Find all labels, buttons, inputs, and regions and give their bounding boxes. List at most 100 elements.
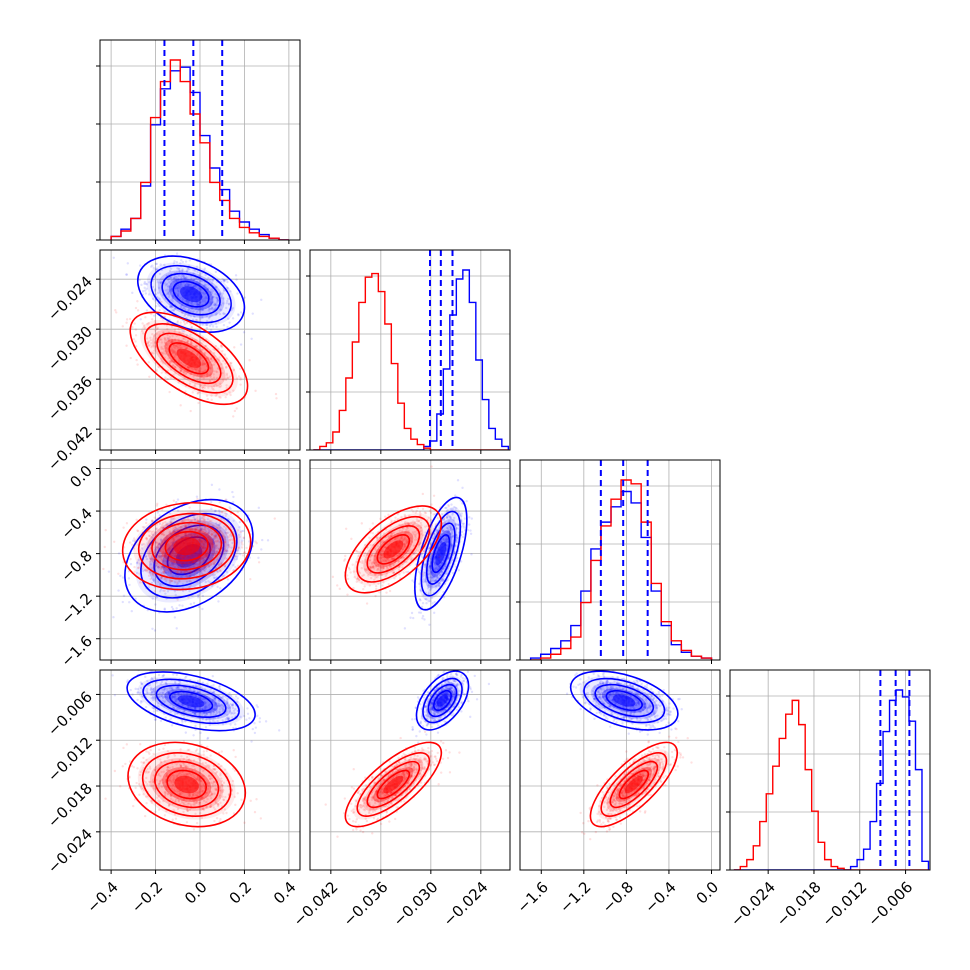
contour (344, 741, 443, 828)
histogram-3 (733, 689, 930, 870)
y-tick-label: −0.042 (44, 422, 96, 474)
y-tick-label: −0.8 (58, 547, 96, 585)
panel-1-0 (96, 249, 301, 454)
y-tick-label: −0.018 (44, 779, 96, 831)
contour (151, 521, 223, 571)
y-tick-label: −0.036 (44, 372, 96, 424)
contour (422, 677, 463, 724)
contour (356, 516, 431, 583)
x-tick-label: −0.8 (599, 878, 637, 916)
panel-2-1 (309, 459, 511, 664)
histogram-2 (529, 490, 713, 660)
x-tick-label: −1.6 (514, 878, 552, 916)
x-tick-label: −1.2 (556, 878, 594, 916)
x-tick-label: −0.2 (128, 878, 166, 916)
panel-1-1 (306, 249, 511, 454)
histogram-1 (313, 269, 510, 450)
contour (126, 671, 256, 732)
contour (156, 332, 222, 385)
pair-2-0 (102, 497, 276, 601)
pair-3-1 (411, 670, 491, 744)
x-tick-label: −0.024 (727, 878, 779, 930)
panel-3-2 (519, 669, 721, 874)
contour (376, 534, 411, 565)
y-tick-label: −1.6 (58, 632, 96, 670)
contour (433, 689, 452, 712)
panel-frame (309, 459, 511, 661)
x-tick-label: −0.042 (290, 878, 342, 930)
pair-2-1 (331, 465, 450, 605)
panel-3-3 (726, 669, 931, 874)
panel-2-2 (516, 459, 721, 664)
contour (136, 255, 246, 333)
panel-2-0 (96, 459, 301, 664)
contour (129, 311, 249, 406)
x-tick-label: −0.4 (641, 878, 679, 916)
x-tick-label: −0.006 (864, 878, 916, 930)
contour (161, 272, 221, 316)
contour (127, 741, 247, 828)
panel-frame (519, 459, 721, 661)
contour (594, 683, 655, 718)
y-tick-label: −0.030 (44, 322, 96, 374)
contour (144, 323, 234, 394)
panel-frame (309, 249, 511, 451)
panel-0-0 (96, 39, 301, 244)
contour (600, 752, 668, 817)
contour (155, 684, 227, 718)
contour (142, 678, 240, 725)
x-tick-label: −0.036 (340, 878, 392, 930)
contour (589, 741, 679, 828)
x-tick-label: 0.0 (693, 878, 723, 908)
contour (137, 512, 236, 580)
pair-2-1 (402, 479, 473, 630)
grid-1-0 (100, 250, 300, 450)
contour (605, 689, 643, 712)
contour (427, 683, 458, 718)
contour (124, 498, 254, 613)
contour (121, 501, 252, 591)
pair-1-0 (112, 252, 263, 352)
histogram-2 (530, 479, 713, 660)
contour (609, 760, 659, 809)
x-tick-label: −0.018 (773, 878, 825, 930)
x-tick-label: −0.012 (819, 878, 871, 930)
y-tick-label: 0.0 (66, 462, 96, 492)
contour (618, 769, 650, 800)
contour (356, 752, 431, 817)
contour (414, 496, 468, 611)
contour (154, 760, 220, 809)
grid-3-3 (730, 670, 930, 870)
panel-frame (309, 669, 511, 871)
contour (366, 760, 421, 809)
y-tick-label: −0.012 (44, 734, 96, 786)
pair-3-0 (104, 740, 263, 831)
x-tick-label: 0.2 (226, 878, 256, 908)
contour (420, 510, 462, 597)
y-tick-label: −0.4 (58, 504, 96, 542)
contour (344, 505, 443, 594)
contour (376, 769, 411, 800)
contour (569, 670, 679, 731)
x-tick-label: 0.4 (270, 878, 300, 908)
contour (366, 525, 421, 574)
x-tick-label: −0.024 (440, 878, 492, 930)
x-tick-label: −0.030 (390, 878, 442, 930)
panel-frame (729, 669, 931, 871)
y-tick-label: −0.006 (44, 688, 96, 740)
contour (583, 677, 666, 724)
contour (172, 280, 210, 308)
panel-3-0 (96, 669, 301, 874)
pair-1-0 (114, 300, 278, 418)
grid-2-2 (520, 460, 720, 660)
histogram-0 (110, 59, 289, 240)
pair-3-2 (565, 670, 683, 736)
contour (141, 752, 232, 817)
panel-3-1 (309, 669, 511, 874)
x-tick-label: 0.0 (181, 878, 211, 908)
histogram-3 (733, 699, 929, 870)
pair-3-1 (324, 730, 461, 838)
contour (431, 534, 451, 574)
y-tick-label: −0.024 (44, 272, 96, 324)
